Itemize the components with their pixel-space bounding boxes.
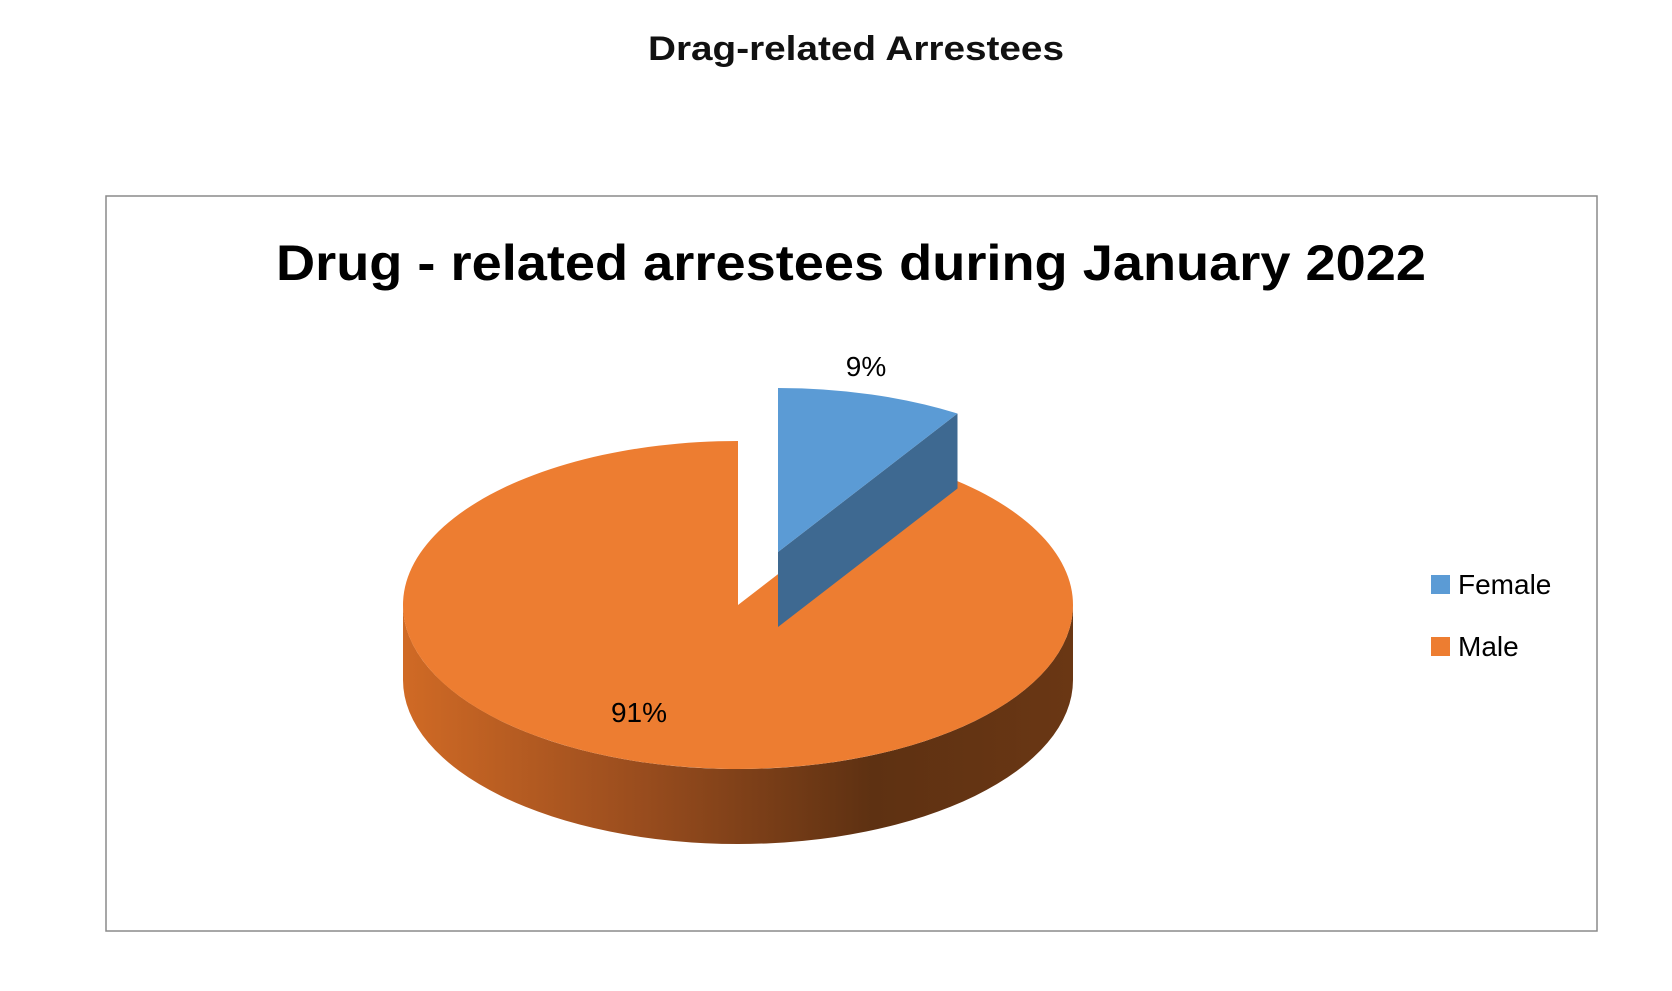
pie-top-face <box>778 388 958 552</box>
pie-side-wall <box>403 605 1073 844</box>
data-label-male: 91% <box>611 697 667 728</box>
pie-slice-female: 9% <box>778 351 958 627</box>
pie-slice-male: 91% <box>402 440 1073 844</box>
legend-swatch <box>1431 637 1450 656</box>
pie-top-face <box>402 440 1073 769</box>
chart-title: Drug - related arrestees during January … <box>276 235 1426 291</box>
page-title: Drag-related Arrestees <box>648 30 1064 68</box>
pie-cut-wall <box>778 413 958 627</box>
legend-label: Male <box>1458 631 1519 662</box>
legend-item-male: Male <box>1431 631 1519 662</box>
legend-item-female: Female <box>1431 569 1551 600</box>
legend-swatch <box>1431 575 1450 594</box>
legend-label: Female <box>1458 569 1551 600</box>
legend: Female Male <box>1431 569 1551 662</box>
data-label-female: 9% <box>846 351 886 382</box>
pie-plot: 91% 9% <box>402 351 1073 844</box>
